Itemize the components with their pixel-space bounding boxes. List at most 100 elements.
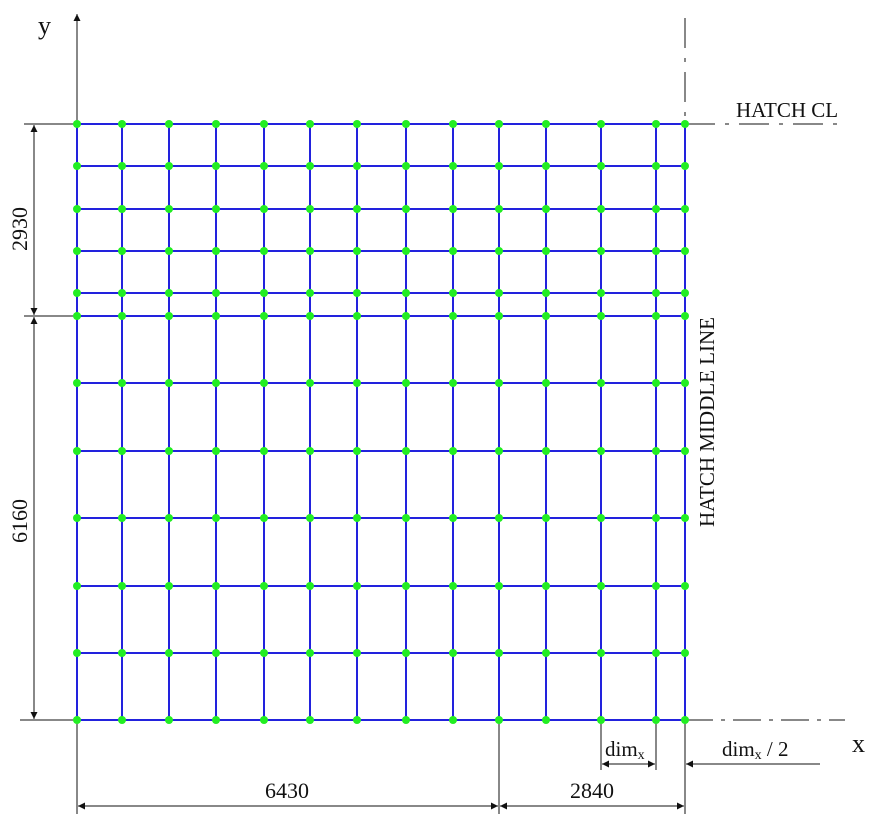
mesh-node <box>597 120 605 128</box>
mesh-node <box>212 716 220 724</box>
mesh-node <box>495 514 503 522</box>
mesh-node <box>597 312 605 320</box>
mesh-node <box>353 716 361 724</box>
mesh-node <box>260 447 268 455</box>
mesh-node <box>118 205 126 213</box>
mesh-node <box>212 247 220 255</box>
mesh-node <box>212 120 220 128</box>
mesh-node <box>597 716 605 724</box>
mesh-node <box>306 120 314 128</box>
mesh-node <box>118 312 126 320</box>
drafting-lines <box>20 14 845 814</box>
mesh-node <box>681 312 689 320</box>
mesh-node <box>353 205 361 213</box>
mesh-node <box>681 379 689 387</box>
mesh-node <box>306 379 314 387</box>
mesh-node <box>260 649 268 657</box>
mesh-node <box>681 649 689 657</box>
mesh-node <box>306 205 314 213</box>
mesh-node <box>495 379 503 387</box>
mesh-node <box>353 514 361 522</box>
dimx-text: dimx <box>605 737 645 763</box>
mesh-node <box>597 162 605 170</box>
mesh-node <box>73 582 81 590</box>
mesh-node <box>542 582 550 590</box>
mesh-node <box>118 582 126 590</box>
mesh-node <box>542 289 550 297</box>
mesh-node <box>542 649 550 657</box>
mesh-node <box>542 447 550 455</box>
mesh-node <box>118 379 126 387</box>
mesh-node <box>306 447 314 455</box>
mesh-node <box>260 247 268 255</box>
mesh-node <box>597 205 605 213</box>
mesh-node <box>353 447 361 455</box>
mesh-node <box>306 312 314 320</box>
mesh-node <box>260 205 268 213</box>
mesh-node <box>495 312 503 320</box>
mesh-node <box>495 162 503 170</box>
mesh-node <box>118 247 126 255</box>
mesh-node <box>681 247 689 255</box>
mesh-node <box>449 649 457 657</box>
mesh-node <box>597 582 605 590</box>
mesh-node <box>165 447 173 455</box>
mesh-node <box>353 312 361 320</box>
mesh-node <box>449 379 457 387</box>
mesh-node <box>652 514 660 522</box>
mesh-node <box>306 649 314 657</box>
mesh-node <box>306 162 314 170</box>
mesh-node <box>212 649 220 657</box>
hatch-middle-line-label: HATCH MIDDLE LINE <box>695 317 719 527</box>
mesh-node <box>212 205 220 213</box>
mesh-node <box>402 162 410 170</box>
mesh-node <box>542 716 550 724</box>
mesh-node <box>681 582 689 590</box>
mesh-node <box>73 447 81 455</box>
mesh-node <box>495 247 503 255</box>
mesh-node <box>402 716 410 724</box>
mesh-node <box>306 514 314 522</box>
mesh-node <box>402 312 410 320</box>
mesh-node <box>353 582 361 590</box>
mesh-node <box>402 247 410 255</box>
mesh-node <box>495 582 503 590</box>
mesh-node <box>681 205 689 213</box>
mesh-node <box>681 447 689 455</box>
mesh-node <box>353 120 361 128</box>
mesh-node <box>652 162 660 170</box>
mesh-node <box>495 289 503 297</box>
mesh-node <box>353 649 361 657</box>
mesh-node <box>73 205 81 213</box>
mesh-node <box>597 379 605 387</box>
mesh-node <box>353 162 361 170</box>
mesh-node <box>165 247 173 255</box>
mesh-node <box>73 514 81 522</box>
mesh-node <box>73 716 81 724</box>
mesh-node <box>212 447 220 455</box>
mesh-node <box>73 120 81 128</box>
mesh-node <box>597 514 605 522</box>
dim-2930-text: 2930 <box>7 207 32 251</box>
mesh-node <box>542 205 550 213</box>
mesh-node <box>212 162 220 170</box>
mesh-node <box>165 379 173 387</box>
mesh-node <box>402 205 410 213</box>
mesh-node <box>306 289 314 297</box>
mesh-node <box>118 162 126 170</box>
mesh-node <box>402 582 410 590</box>
dim-6160-text: 6160 <box>7 499 32 543</box>
mesh-node <box>260 514 268 522</box>
mesh-node <box>306 247 314 255</box>
mesh-node <box>165 289 173 297</box>
mesh-node <box>260 120 268 128</box>
mesh-node <box>652 716 660 724</box>
mesh-node <box>449 120 457 128</box>
mesh-node <box>118 447 126 455</box>
mesh-node <box>165 205 173 213</box>
mesh-node <box>681 120 689 128</box>
mesh-node <box>449 716 457 724</box>
hatch-cl-label: HATCH CL <box>736 98 838 122</box>
mesh-node <box>165 649 173 657</box>
